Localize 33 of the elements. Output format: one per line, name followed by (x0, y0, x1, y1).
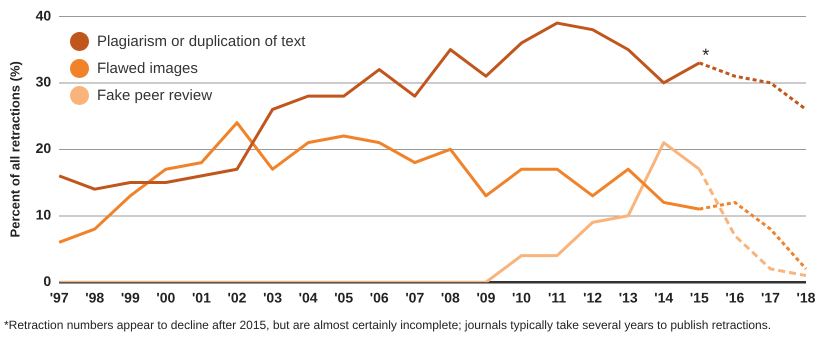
x-tick-label: '09 (476, 289, 496, 306)
text: *Retraction numbers appear to decline after 2015, but are almost certainly incomplete; journals typically take several years to publish retractions. (4, 318, 772, 332)
y-axis-title: Percent of all retractions (%) (7, 61, 22, 238)
x-tick-label: '07 (405, 289, 424, 306)
x-tick-label: '14 (654, 289, 674, 306)
x-tick-label: '98 (85, 289, 104, 306)
y-tick-label: 0 (43, 273, 52, 290)
x-tick-label: '17 (760, 289, 780, 306)
x-tick-label: '06 (370, 289, 389, 306)
legend-label: Flawed images (97, 60, 198, 77)
x-tick-label: '16 (725, 289, 745, 306)
legend-label: Fake peer review (97, 87, 212, 104)
x-tick-label: '08 (440, 289, 460, 306)
y-tick-label: 20 (36, 140, 52, 156)
x-tick-label: '15 (690, 289, 709, 306)
x-tick-label: '99 (120, 289, 140, 306)
x-tick-label: '10 (512, 289, 532, 306)
x-tick-label: '01 (192, 289, 212, 306)
legend-label: Plagiarism or duplication of text (97, 33, 306, 50)
y-tick-label: 40 (36, 7, 52, 24)
x-tick-label: '12 (583, 289, 602, 306)
x-tick-label: '13 (618, 289, 638, 306)
y-tick-label: 30 (36, 74, 52, 90)
x-tick-label: '04 (298, 289, 318, 306)
x-tick-label: '18 (796, 289, 816, 306)
x-tick-label: '11 (548, 289, 566, 306)
x-tick-label: '97 (50, 289, 69, 306)
x-tick-label: '05 (334, 289, 354, 306)
x-tick-label: '03 (263, 289, 282, 306)
x-tick-label: '00 (156, 289, 176, 306)
y-tick-label: 10 (36, 206, 52, 223)
annotation: * (702, 44, 710, 65)
x-tick-label: '02 (228, 289, 247, 306)
